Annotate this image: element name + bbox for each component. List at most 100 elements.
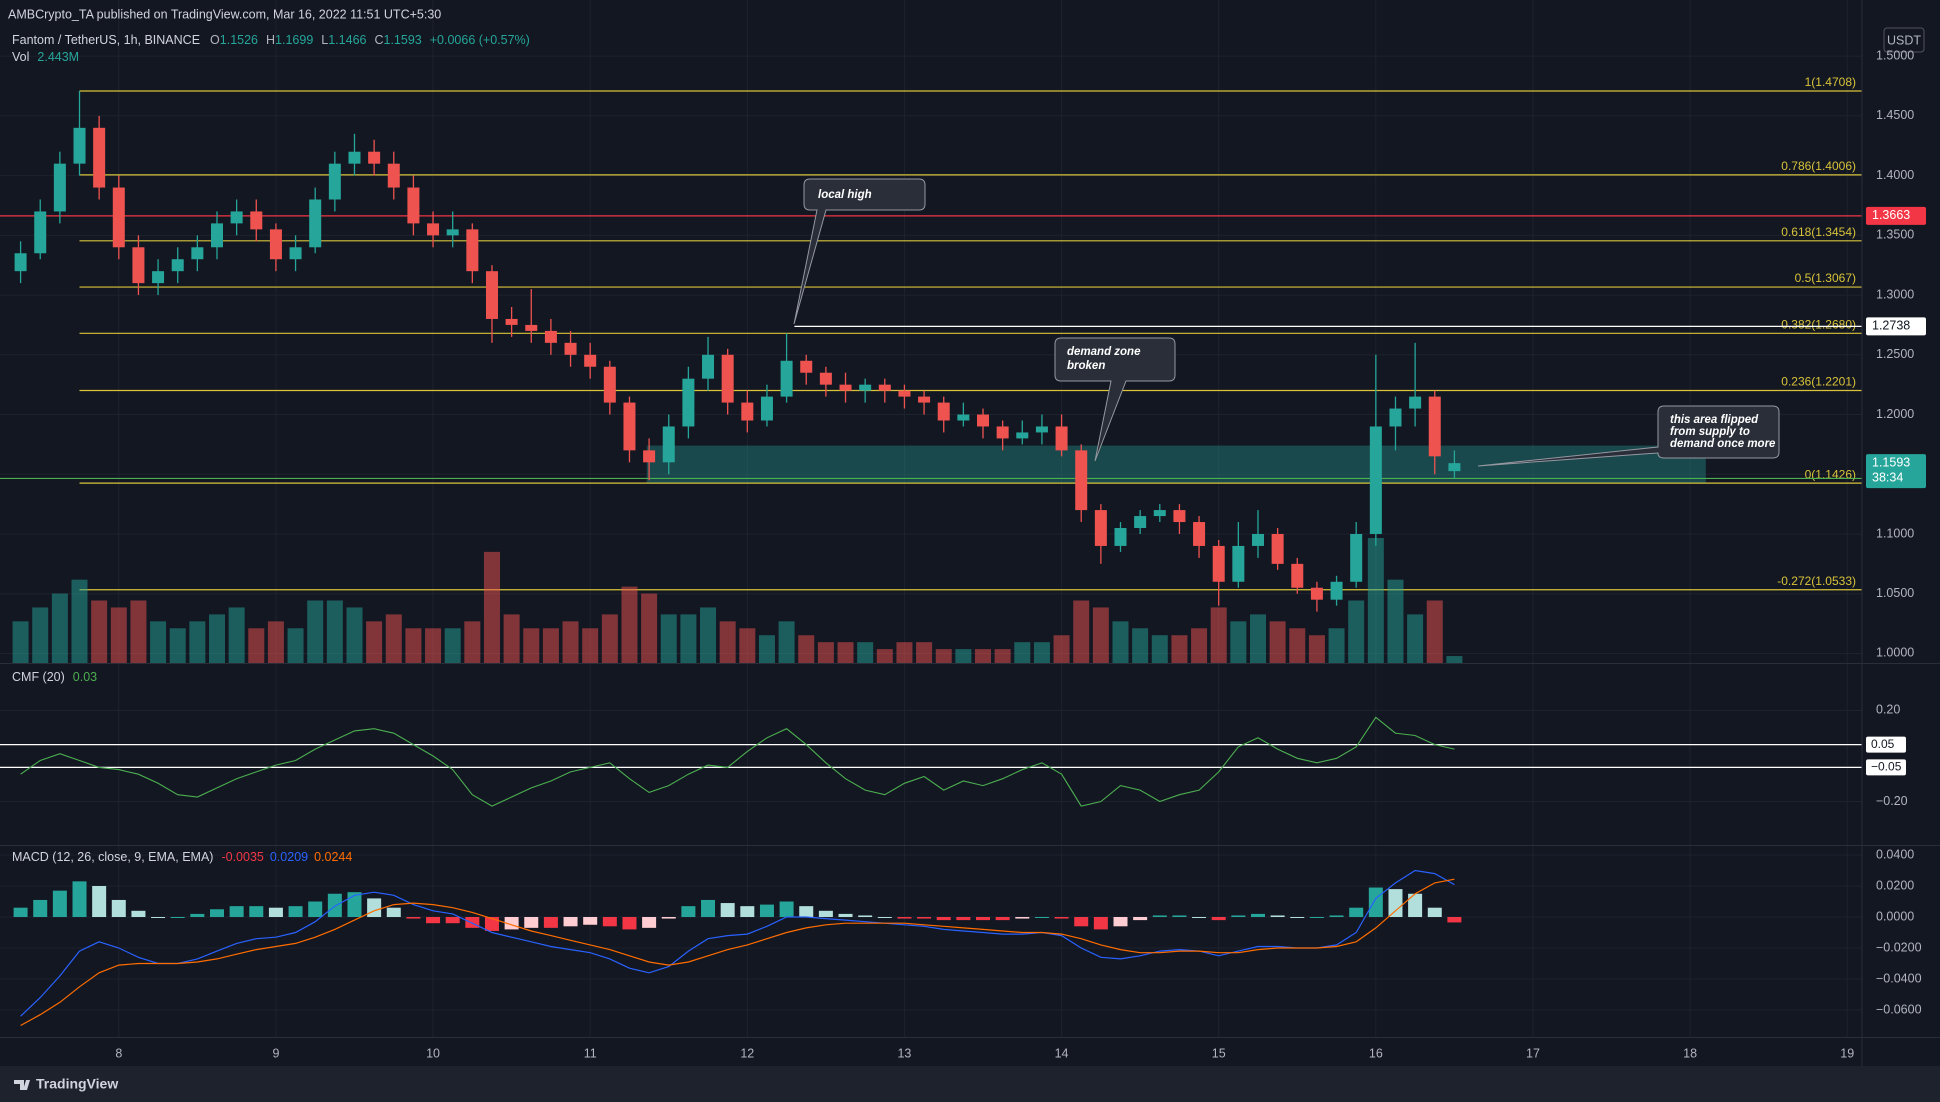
macd-histogram-bar: [1270, 915, 1285, 918]
volume-bar: [1132, 628, 1149, 663]
macd-histogram-bar: [622, 917, 637, 930]
candle-body: [34, 211, 47, 254]
volume-bar: [346, 607, 363, 663]
volume-bar: [483, 551, 500, 663]
candle-body: [544, 330, 557, 343]
overlay-layer: 1(1.4708) 0.786(1.4006) 0.618(1.3454) 0.5(1…: [0, 75, 1862, 768]
macd-histogram-bar: [524, 917, 539, 928]
candle-body: [1330, 581, 1343, 600]
volume-bar: [621, 586, 638, 663]
candle-body: [93, 127, 106, 188]
ohlc-value: 1.1699: [275, 33, 313, 47]
candle-body: [387, 163, 400, 188]
volume-bar: [1426, 600, 1443, 663]
volume-bar: [464, 621, 481, 663]
ohlc-value: 1.1466: [328, 33, 366, 47]
macd-histogram-bar: [229, 906, 244, 918]
candle-body: [1055, 426, 1068, 451]
volume-bar: [1092, 607, 1109, 663]
candle-body: [152, 271, 165, 284]
volume-bar: [955, 649, 972, 663]
macd-histogram-bar: [701, 899, 716, 918]
volume-bar: [110, 607, 127, 663]
candle-body: [996, 426, 1009, 439]
macd-histogram-bar: [288, 906, 303, 918]
candle-body: [1251, 533, 1264, 546]
candle-body: [348, 151, 361, 164]
volume-bar: [562, 621, 579, 663]
candle-body: [309, 199, 322, 248]
candle-body: [466, 229, 479, 272]
y-tick-label: 1.0500: [1876, 586, 1914, 600]
footer: [0, 1066, 1940, 1102]
candle-body: [14, 253, 27, 272]
callout: [1477, 405, 1780, 467]
ohlc-letter: C: [374, 33, 383, 47]
macd-histogram-bar: [602, 917, 617, 927]
volume-bar: [1112, 621, 1129, 663]
macd-histogram-bar: [1368, 887, 1383, 918]
candle-body: [1134, 516, 1147, 529]
annotation-text: demand once more: [1670, 438, 1776, 450]
candle-body: [407, 187, 420, 224]
volume-bar: [857, 642, 874, 663]
macd-histogram-bar: [1447, 917, 1462, 923]
callout: [1054, 337, 1176, 462]
macd-histogram-bar: [1211, 917, 1226, 921]
y-tick-label: 0.0000: [1876, 909, 1914, 923]
volume-bar: [798, 635, 815, 663]
x-tick-label: 11: [584, 1046, 597, 1060]
candle-body: [230, 211, 243, 224]
volume-bar: [32, 607, 49, 663]
candle-body: [1094, 510, 1107, 546]
candle-body: [368, 151, 381, 164]
macd-histogram-bar: [1349, 907, 1364, 918]
candle-body: [73, 127, 86, 164]
volume-bar: [1348, 600, 1365, 663]
price-label: 1.3663: [1872, 208, 1910, 222]
macd-histogram-bar: [1388, 889, 1403, 918]
volume-bar: [601, 614, 618, 663]
price-label: 1.2738: [1872, 319, 1910, 333]
volume-value: 2.443M: [37, 50, 79, 64]
candle-body: [800, 360, 813, 373]
macd-histogram-bar: [13, 907, 28, 918]
volume-bar: [366, 621, 383, 663]
macd-histogram-bar: [1152, 915, 1167, 918]
y-tick-label: 1.2500: [1876, 347, 1914, 361]
annotation-text: demand zone: [1067, 346, 1141, 358]
fib-label: 0.382(1.2680): [1781, 317, 1856, 331]
macd-histogram-bar: [858, 915, 873, 918]
y-tick-label: 0.0200: [1876, 878, 1914, 892]
candle-body: [564, 342, 577, 355]
level-label: −0.05: [1871, 760, 1902, 774]
volume-bar: [51, 593, 68, 663]
fib-label: 0.786(1.4006): [1781, 159, 1856, 173]
macd-histogram-bar: [917, 917, 932, 919]
cmf-line: [20, 716, 1455, 807]
macd-value: 0.0209: [270, 850, 308, 864]
candle-body: [1016, 432, 1029, 439]
macd-histogram-bar: [681, 906, 696, 918]
macd-histogram-bar: [897, 917, 912, 919]
volume-bar: [405, 628, 422, 663]
volume-label: Vol: [12, 50, 29, 64]
candle-body: [662, 426, 675, 463]
annotation-text: broken: [1067, 360, 1105, 372]
macd-histogram-bar: [151, 917, 166, 919]
volume-legend: Vol 2.443M: [12, 50, 79, 64]
macd-histogram-bar: [583, 917, 598, 925]
annotation-text: from supply to: [1670, 426, 1750, 438]
volume-bar: [935, 649, 952, 663]
candle-body: [859, 384, 872, 391]
volume-bar: [71, 579, 88, 663]
candle-body: [1428, 396, 1441, 457]
y-tick-label: 1.2000: [1876, 407, 1914, 421]
macd-histogram-bar: [111, 899, 126, 918]
macd-line: [20, 869, 1455, 1017]
x-tick-label: 9: [272, 1046, 279, 1060]
volume-bar: [1407, 614, 1424, 663]
macd-histogram-bar: [170, 917, 185, 919]
symbol: Fantom / TetherUS, 1h, BINANCE: [12, 33, 200, 47]
volume-bar: [130, 600, 147, 663]
